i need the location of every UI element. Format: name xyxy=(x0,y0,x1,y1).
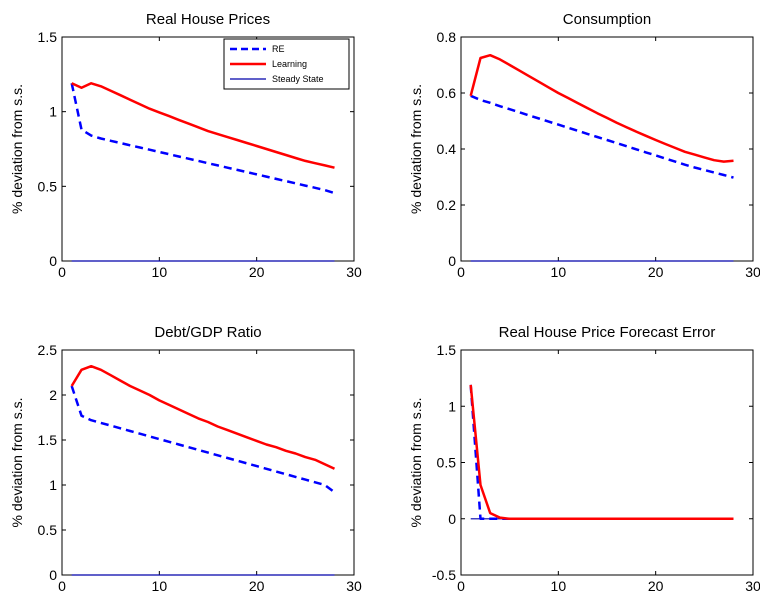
y-tick-label: 0.2 xyxy=(437,197,457,213)
x-tick-label: 0 xyxy=(58,264,66,280)
legend-label: RE xyxy=(272,44,285,54)
y-axis-label: % deviation from s.s. xyxy=(9,84,25,214)
x-tick-label: 10 xyxy=(152,578,168,594)
chart-title: Debt/GDP Ratio xyxy=(154,324,261,341)
x-tick-label: 0 xyxy=(457,578,465,594)
chart-title: Consumption xyxy=(563,11,651,28)
chart-panel-3: Debt/GDP Ratio 0 10 20 30 0 0.5 1 1.5 2 2.5 % devia… xyxy=(9,324,362,594)
y-tick-label: 0 xyxy=(49,567,57,583)
x-tick-label: 30 xyxy=(346,578,362,594)
x-tick-label: 10 xyxy=(152,264,168,280)
y-tick-label: 0 xyxy=(448,511,456,527)
series-line-learning xyxy=(71,82,335,169)
chart-title: Real House Price Forecast Error xyxy=(499,324,716,341)
y-axis-label: % deviation from s.s. xyxy=(408,398,424,528)
y-tick-label: 1.5 xyxy=(38,432,58,448)
plot-area xyxy=(460,36,754,262)
x-tick-label: 20 xyxy=(648,578,664,594)
x-tick-label: 20 xyxy=(648,264,664,280)
y-axis-label: % deviation from s.s. xyxy=(408,84,424,214)
y-tick-label: 0 xyxy=(448,253,456,269)
y-tick-label: 1 xyxy=(49,104,57,120)
y-tick-label: 1 xyxy=(49,477,57,493)
x-tick-label: 30 xyxy=(745,578,760,594)
legend-label: Learning xyxy=(272,59,307,69)
y-tick-label: 0.5 xyxy=(38,522,58,538)
y-tick-label: 2.5 xyxy=(38,342,58,358)
y-tick-label: 2 xyxy=(49,387,57,403)
y-tick-label: 0.8 xyxy=(437,29,457,45)
x-tick-label: 20 xyxy=(249,264,265,280)
y-tick-label: 0.5 xyxy=(38,178,58,194)
x-tick-label: 0 xyxy=(457,264,465,280)
y-tick-label: 0 xyxy=(49,253,57,269)
series-line-re xyxy=(470,94,734,179)
x-tick-label: 10 xyxy=(551,264,567,280)
chart-title: Real House Prices xyxy=(146,11,270,28)
chart-panel-1: Real House Prices 0 10 20 30 0 0.5 1 1.5 % deviat… xyxy=(9,11,362,280)
legend-label: Steady State xyxy=(272,74,324,84)
x-tick-label: 10 xyxy=(551,578,567,594)
series-line-learning xyxy=(469,384,734,521)
chart-panel-2: Consumption 0 10 20 30 0 0.2 0.4 0.6 0.8 % deviati… xyxy=(408,11,760,280)
y-tick-label: 1.5 xyxy=(38,29,58,45)
series-line-learning xyxy=(469,53,734,163)
y-tick-label: -0.5 xyxy=(432,567,456,583)
y-tick-label: 0.5 xyxy=(437,455,457,471)
series-line-re xyxy=(70,83,335,195)
x-tick-label: 20 xyxy=(249,578,265,594)
y-tick-label: 0.6 xyxy=(437,85,457,101)
y-tick-label: 1 xyxy=(448,398,456,414)
y-tick-label: 0.4 xyxy=(437,141,457,157)
series-line-learning xyxy=(70,364,336,470)
legend: RE Learning Steady State xyxy=(223,38,350,90)
series-line-re xyxy=(70,385,336,494)
x-tick-label: 30 xyxy=(346,264,362,280)
y-axis-label: % deviation from s.s. xyxy=(9,398,25,528)
plot-area xyxy=(460,349,754,576)
y-tick-label: 1.5 xyxy=(437,342,457,358)
plot-area xyxy=(61,349,355,576)
x-tick-label: 30 xyxy=(745,264,760,280)
x-tick-label: 0 xyxy=(58,578,66,594)
